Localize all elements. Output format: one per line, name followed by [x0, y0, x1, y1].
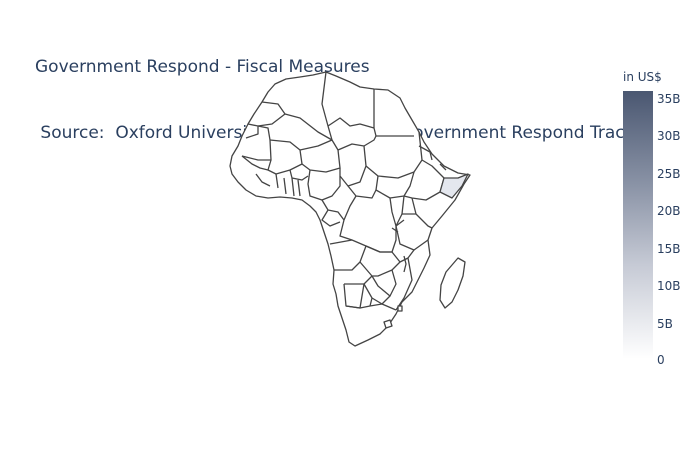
border-zambia: [359, 245, 401, 277]
colorbar-tick: 10B: [657, 279, 681, 293]
swaziland: [397, 305, 403, 312]
border-sudan: [363, 131, 423, 179]
africa-outline: [229, 71, 471, 347]
colorbar-tick: 30B: [657, 129, 681, 143]
border-west-coast: [241, 155, 301, 197]
border-western-sahara: [245, 123, 259, 139]
border-uganda-rwanda: [391, 219, 405, 233]
border-south-africa: [345, 303, 397, 311]
colorbar-tick: 35B: [657, 92, 681, 106]
border-mozambique: [389, 249, 415, 311]
chart-title-line1: Government Respond - Fiscal Measures: [35, 57, 370, 77]
border-cameroon-gabon: [321, 199, 345, 227]
border-car: [347, 185, 377, 199]
border-mauritania: [241, 125, 272, 161]
border-eritrea-djibouti: [418, 145, 447, 171]
lesotho: [383, 319, 393, 329]
border-libya: [327, 89, 375, 129]
lake-malawi: [403, 255, 407, 273]
somalia[interactable]: [439, 173, 469, 199]
border-zimbabwe-botswana: [363, 275, 391, 307]
border-niger: [299, 139, 341, 173]
colorbar-title: in US$: [623, 70, 662, 84]
border-burkina: [289, 169, 309, 181]
border-south-sudan: [375, 171, 415, 199]
colorbar-tick: 25B: [657, 167, 681, 181]
colorbar-tick: 0: [657, 353, 665, 367]
colorbar-tick: 5B: [657, 317, 673, 331]
border-mali: [267, 139, 303, 175]
colorbar: [623, 91, 653, 359]
colorbar-tick: 15B: [657, 242, 681, 256]
colorbar-tick: 20B: [657, 204, 681, 218]
border-chad: [337, 143, 367, 187]
madagascar: [439, 257, 466, 309]
border-tanzania: [395, 213, 429, 251]
